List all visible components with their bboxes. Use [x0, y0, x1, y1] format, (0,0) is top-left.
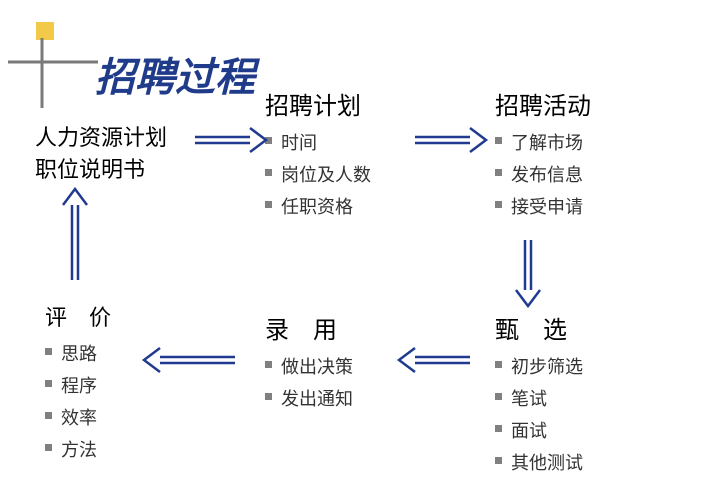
node-title-hrplan: 职位说明书 — [35, 152, 167, 184]
node-title-eval: 评 价 — [45, 300, 111, 332]
arrow-hrplan-plan — [195, 124, 266, 156]
list-item: 岗位及人数 — [265, 161, 371, 187]
node-select: 甄 选初步筛选笔试面试其他测试 — [495, 310, 583, 481]
page-title: 招聘过程 — [95, 45, 255, 103]
node-hrplan: 人力资源计划职位说明书 — [35, 120, 167, 184]
list-item: 其他测试 — [495, 449, 583, 475]
list-item: 思路 — [45, 340, 111, 366]
list-item: 任职资格 — [265, 193, 371, 219]
node-title-select: 甄 选 — [495, 310, 583, 345]
node-hire: 录 用做出决策发出通知 — [265, 310, 353, 417]
node-plan: 招聘计划时间岗位及人数任职资格 — [265, 86, 371, 225]
node-items-activity: 了解市场发布信息接受申请 — [495, 129, 591, 219]
list-item: 初步筛选 — [495, 353, 583, 379]
arrow-eval-hrplan — [59, 189, 91, 280]
list-item: 程序 — [45, 372, 111, 398]
list-item: 笔试 — [495, 385, 583, 411]
node-title-plan: 招聘计划 — [265, 86, 371, 121]
node-title-hrplan: 人力资源计划 — [35, 120, 167, 152]
node-items-plan: 时间岗位及人数任职资格 — [265, 129, 371, 219]
node-eval: 评 价思路程序效率方法 — [45, 300, 111, 468]
arrow-hire-eval — [144, 344, 235, 376]
node-items-select: 初步筛选笔试面试其他测试 — [495, 353, 583, 475]
list-item: 了解市场 — [495, 129, 591, 155]
list-item: 面试 — [495, 417, 583, 443]
arrow-plan-activity — [415, 124, 486, 156]
node-title-activity: 招聘活动 — [495, 86, 591, 121]
list-item: 时间 — [265, 129, 371, 155]
list-item: 发出通知 — [265, 385, 353, 411]
node-items-eval: 思路程序效率方法 — [45, 340, 111, 462]
list-item: 做出决策 — [265, 353, 353, 379]
node-title-hire: 录 用 — [265, 310, 353, 345]
list-item: 方法 — [45, 436, 111, 462]
node-items-hire: 做出决策发出通知 — [265, 353, 353, 411]
node-activity: 招聘活动了解市场发布信息接受申请 — [495, 86, 591, 225]
list-item: 效率 — [45, 404, 111, 430]
list-item: 发布信息 — [495, 161, 591, 187]
list-item: 接受申请 — [495, 193, 591, 219]
arrow-select-hire — [399, 344, 470, 376]
arrow-activity-select — [512, 240, 544, 306]
